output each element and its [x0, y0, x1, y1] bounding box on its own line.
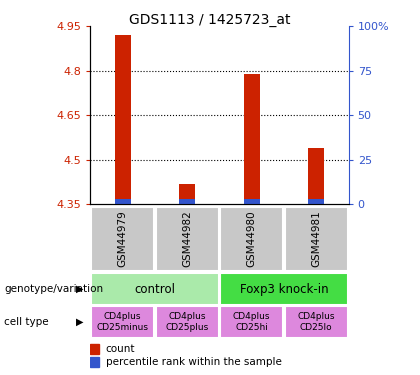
Text: CD4plus
CD25lo: CD4plus CD25lo — [297, 312, 335, 332]
Bar — [90, 357, 100, 367]
Bar — [220, 207, 284, 271]
Bar — [285, 207, 348, 271]
Bar — [155, 207, 219, 271]
Text: ▶: ▶ — [76, 317, 84, 327]
Bar — [91, 306, 154, 338]
Text: GDS1113 / 1425723_at: GDS1113 / 1425723_at — [129, 13, 291, 27]
Bar — [308, 148, 324, 204]
Bar — [308, 199, 324, 204]
Text: GSM44979: GSM44979 — [118, 211, 128, 267]
Bar — [179, 199, 195, 204]
Bar — [115, 199, 131, 204]
Bar — [115, 35, 131, 204]
Bar — [220, 306, 284, 338]
Bar — [91, 273, 219, 305]
Text: CD4plus
CD25plus: CD4plus CD25plus — [165, 312, 209, 332]
Text: ▶: ▶ — [76, 284, 84, 294]
Text: genotype/variation: genotype/variation — [4, 284, 103, 294]
Text: control: control — [134, 283, 176, 296]
Bar — [179, 184, 195, 204]
Text: count: count — [106, 344, 135, 354]
Bar — [90, 344, 100, 354]
Bar — [91, 207, 154, 271]
Text: GSM44982: GSM44982 — [182, 211, 192, 267]
Text: GSM44980: GSM44980 — [247, 211, 257, 267]
Bar — [244, 199, 260, 204]
Text: percentile rank within the sample: percentile rank within the sample — [106, 357, 282, 367]
Bar — [155, 306, 219, 338]
Text: Foxp3 knock-in: Foxp3 knock-in — [240, 283, 328, 296]
Text: GSM44981: GSM44981 — [311, 211, 321, 267]
Bar — [220, 273, 348, 305]
Bar — [285, 306, 348, 338]
Text: CD4plus
CD25hi: CD4plus CD25hi — [233, 312, 270, 332]
Bar — [244, 74, 260, 204]
Text: cell type: cell type — [4, 317, 49, 327]
Text: CD4plus
CD25minus: CD4plus CD25minus — [97, 312, 149, 332]
